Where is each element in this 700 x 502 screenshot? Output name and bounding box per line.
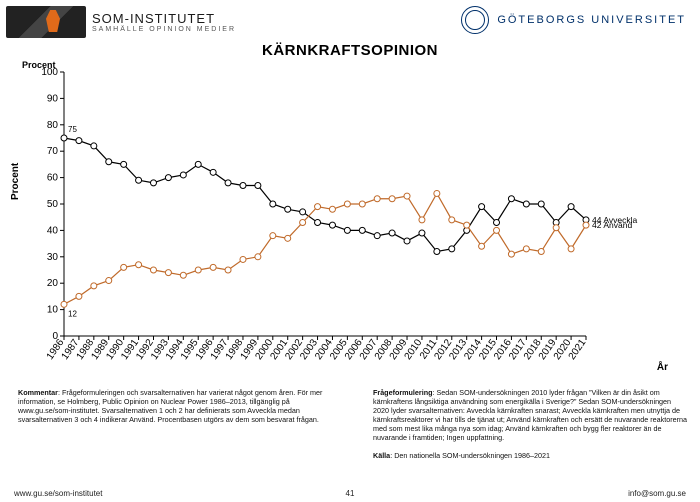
goteborg-university-logo: GÖTEBORGS UNIVERSITET	[461, 6, 686, 34]
university-name: GÖTEBORGS UNIVERSITET	[497, 14, 686, 26]
footnote-left: Kommentar: Frågeformuleringen och svarsa…	[18, 388, 333, 460]
svg-text:60: 60	[47, 173, 59, 184]
chart-title: KÄRNKRAFTSOPINION	[0, 42, 700, 59]
chart-svg: 0102030405060708090100198619871988198919…	[36, 62, 656, 372]
som-institutet-logo: SOM-INSTITUTET SAMHÄLLE OPINION MEDIER	[6, 6, 236, 38]
footnote-right: Frågeformulering: Sedan SOM-undersökning…	[373, 388, 688, 460]
page-footer: www.gu.se/som-institutet 41 info@som.gu.…	[14, 489, 686, 498]
org-tagline: SAMHÄLLE OPINION MEDIER	[92, 26, 236, 33]
x-axis-label: År	[657, 362, 668, 373]
logo-mark	[6, 6, 86, 38]
svg-text:42 Använd: 42 Använd	[592, 220, 632, 230]
footer-email: info@som.gu.se	[628, 489, 686, 498]
footnotes: Kommentar: Frågeformuleringen och svarsa…	[18, 388, 688, 460]
svg-text:30: 30	[47, 252, 59, 263]
svg-text:40: 40	[47, 225, 59, 236]
page-number: 41	[346, 489, 355, 498]
y-axis-label: Procent	[10, 163, 21, 200]
footnote-left-text: Frågeformuleringen och svarsalternativen…	[18, 388, 322, 424]
svg-text:10: 10	[47, 305, 59, 316]
footnote-source: Den nationella SOM-undersökningen 1986–2…	[394, 451, 550, 460]
svg-text:90: 90	[47, 93, 59, 104]
svg-text:80: 80	[47, 120, 59, 131]
svg-text:75: 75	[68, 125, 77, 134]
footnote-right-text: Sedan SOM-undersökningen 2010 lyder fråg…	[373, 388, 687, 442]
svg-text:20: 20	[47, 278, 59, 289]
university-seal-icon	[461, 6, 489, 34]
line-chart: 0102030405060708090100198619871988198919…	[36, 62, 656, 372]
footer-url: www.gu.se/som-institutet	[14, 489, 102, 498]
svg-text:100: 100	[41, 67, 58, 78]
svg-text:12: 12	[68, 309, 77, 318]
svg-text:50: 50	[47, 199, 59, 210]
svg-text:70: 70	[47, 146, 59, 157]
svg-text:2021: 2021	[567, 337, 589, 362]
org-name: SOM-INSTITUTET	[92, 11, 236, 26]
